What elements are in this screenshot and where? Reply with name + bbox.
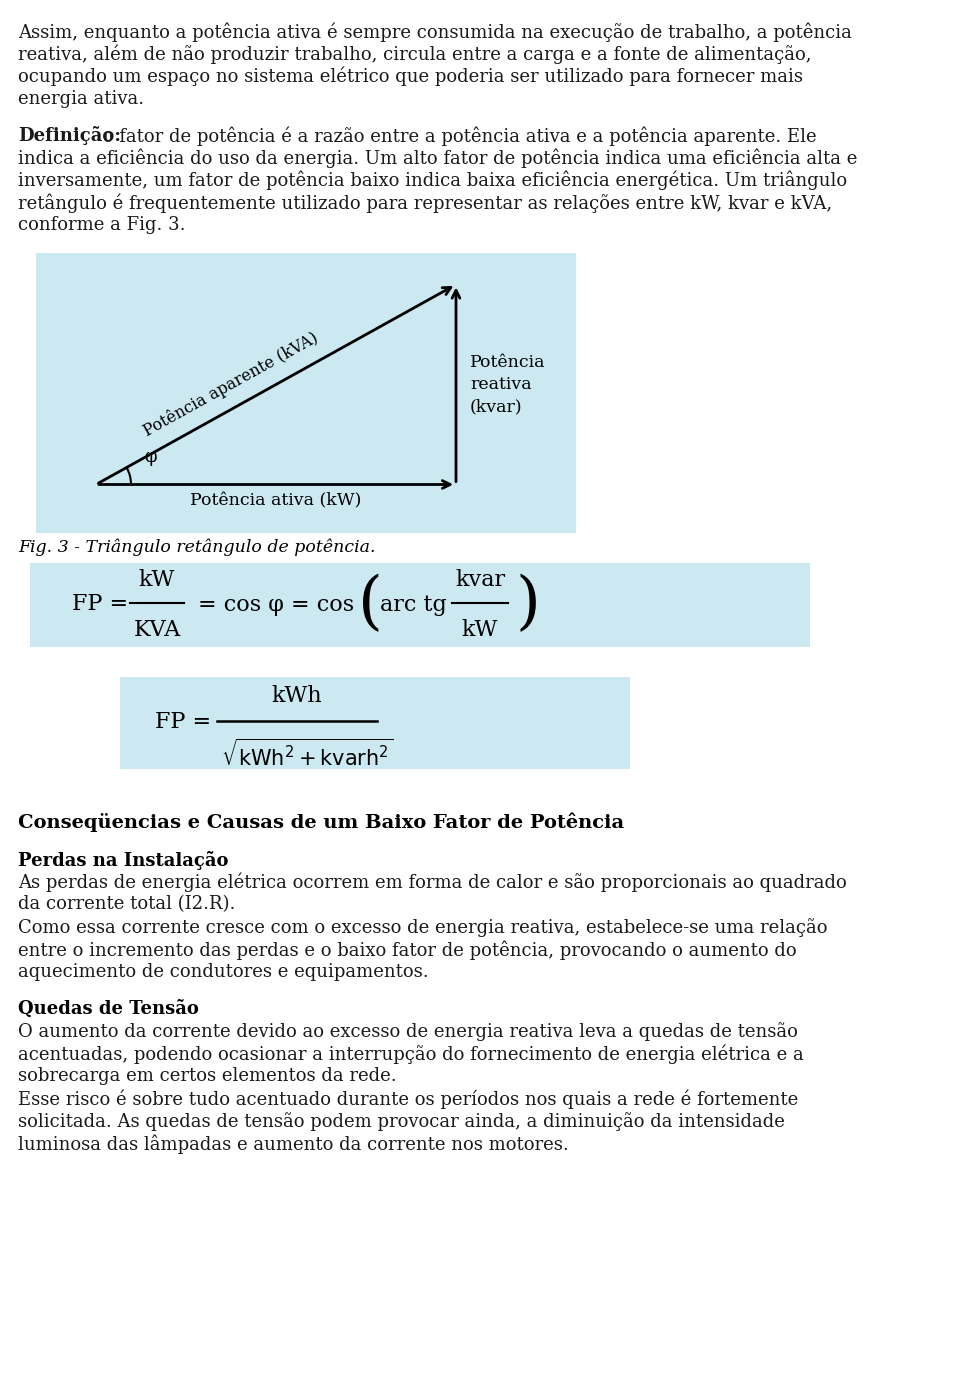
Text: retângulo é frequentemente utilizado para representar as relações entre kW, kvar: retângulo é frequentemente utilizado par… [18,194,832,214]
Text: (: ( [358,574,383,635]
Text: sobrecarga em certos elementos da rede.: sobrecarga em certos elementos da rede. [18,1067,396,1085]
Text: solicitada. As quedas de tensão podem provocar ainda, a diminuição da intensidad: solicitada. As quedas de tensão podem pr… [18,1113,785,1131]
Text: φ: φ [144,448,156,466]
Text: luminosa das lâmpadas e aumento da corrente nos motores.: luminosa das lâmpadas e aumento da corre… [18,1135,568,1154]
Text: aquecimento de condutores e equipamentos.: aquecimento de condutores e equipamentos… [18,963,428,981]
Text: = cos φ = cos: = cos φ = cos [198,593,354,616]
Bar [30,563,810,646]
Text: Potência ativa (kW): Potência ativa (kW) [190,493,362,510]
Text: inversamente, um fator de potência baixo indica baixa eficiência energética. Um : inversamente, um fator de potência baixo… [18,170,847,190]
Text: FP =: FP = [155,712,218,733]
Text: Perdas na Instalação: Perdas na Instalação [18,850,228,870]
Text: conforme a Fig. 3.: conforme a Fig. 3. [18,216,185,235]
Text: Definição:: Definição: [18,126,121,145]
Text: KVA: KVA [133,618,180,641]
Text: ): ) [516,574,540,635]
Text: entre o incremento das perdas e o baixo fator de potência, provocando o aumento : entre o incremento das perdas e o baixo … [18,941,797,960]
Text: Potência aparente (kVA): Potência aparente (kVA) [140,329,322,440]
Text: arc tg: arc tg [380,593,446,616]
Text: da corrente total (I2.R).: da corrente total (I2.R). [18,895,235,913]
Text: FP =: FP = [72,593,135,616]
Text: acentuadas, podendo ocasionar a interrupção do fornecimento de energia elétrica : acentuadas, podendo ocasionar a interrup… [18,1044,804,1064]
Text: kWh: kWh [272,684,323,706]
Text: Conseqüencias e Causas de um Baixo Fator de Potência: Conseqüencias e Causas de um Baixo Fator… [18,812,624,832]
Text: indica a eficiência do uso da energia. Um alto fator de potência indica uma efic: indica a eficiência do uso da energia. U… [18,148,857,168]
Text: kW: kW [462,618,498,641]
Text: kvar: kvar [455,568,505,591]
Text: energia ativa.: energia ativa. [18,89,144,107]
Text: Fig. 3 - Triângulo retângulo de potência.: Fig. 3 - Triângulo retângulo de potência… [18,539,375,556]
Text: reativa, além de não produzir trabalho, circula entre a carga e a fonte de alime: reativa, além de não produzir trabalho, … [18,45,811,64]
Text: Assim, enquanto a potência ativa é sempre consumida na execução de trabalho, a p: Assim, enquanto a potência ativa é sempr… [18,22,852,42]
Bar [120,677,630,769]
Text: As perdas de energia elétrica ocorrem em forma de calor e são proporcionais ao q: As perdas de energia elétrica ocorrem em… [18,872,847,892]
Text: Potência
reativa
(kvar): Potência reativa (kvar) [470,353,545,415]
Text: O aumento da corrente devido ao excesso de energia reativa leva a quedas de tens: O aumento da corrente devido ao excesso … [18,1022,798,1041]
Text: ocupando um espaço no sistema elétrico que poderia ser utilizado para fornecer m: ocupando um espaço no sistema elétrico q… [18,67,803,87]
Bar [36,253,576,532]
Text: o fator de potência é a razão entre a potência ativa e a potência aparente. Ele: o fator de potência é a razão entre a po… [97,126,817,145]
Text: Como essa corrente cresce com o excesso de energia reativa, estabelece-se uma re: Como essa corrente cresce com o excesso … [18,919,828,937]
Text: $\sqrt{\mathregular{kWh^2 + kvarh^2}}$: $\sqrt{\mathregular{kWh^2 + kvarh^2}}$ [221,738,394,771]
Text: Esse risco é sobre tudo acentuado durante os períodos nos quais a rede é forteme: Esse risco é sobre tudo acentuado durant… [18,1089,799,1108]
Text: Quedas de Tensão: Quedas de Tensão [18,1000,199,1018]
Text: kW: kW [139,568,175,591]
